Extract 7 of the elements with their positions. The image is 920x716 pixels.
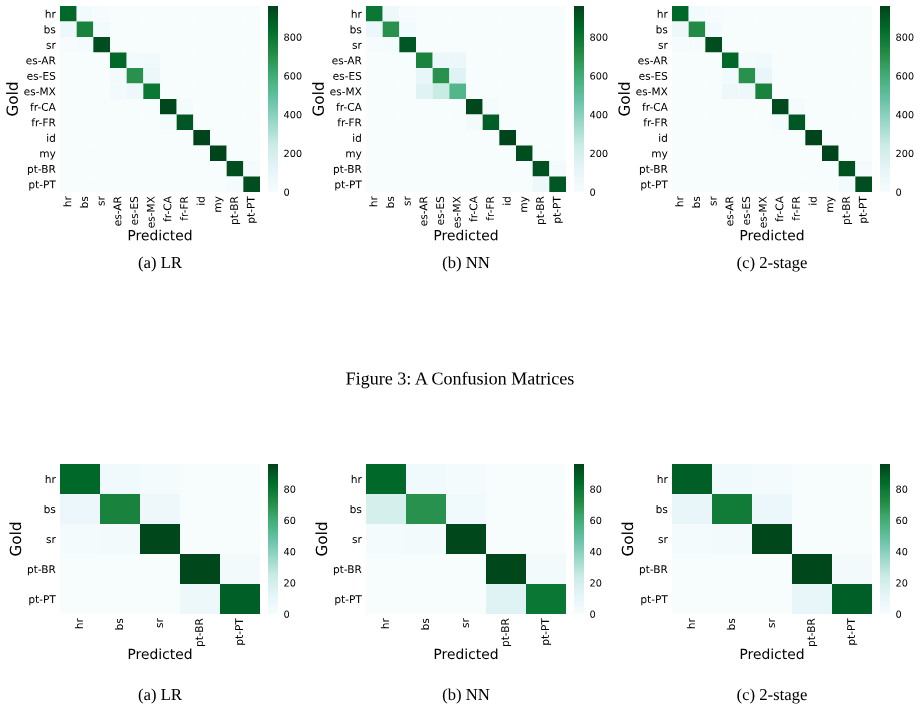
text: (a) LR xyxy=(138,688,182,704)
text: (a) LR xyxy=(138,256,182,272)
text: (b) NN xyxy=(442,256,490,272)
text: (b) NN xyxy=(442,688,490,704)
text: (c) 2-stage xyxy=(737,688,807,704)
caption: Figure 3: A Confusion Matrices xyxy=(346,371,574,389)
text: (c) 2-stage xyxy=(737,256,807,272)
